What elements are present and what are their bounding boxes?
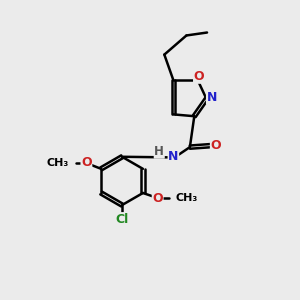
Text: N: N: [168, 150, 178, 163]
Text: O: O: [211, 139, 221, 152]
Text: CH₃: CH₃: [175, 193, 198, 203]
Text: O: O: [152, 192, 163, 205]
Text: O: O: [194, 70, 204, 83]
Text: Cl: Cl: [116, 213, 129, 226]
Text: N: N: [207, 91, 217, 104]
Text: O: O: [81, 157, 92, 169]
Text: CH₃: CH₃: [46, 158, 69, 168]
Text: H: H: [154, 145, 164, 158]
